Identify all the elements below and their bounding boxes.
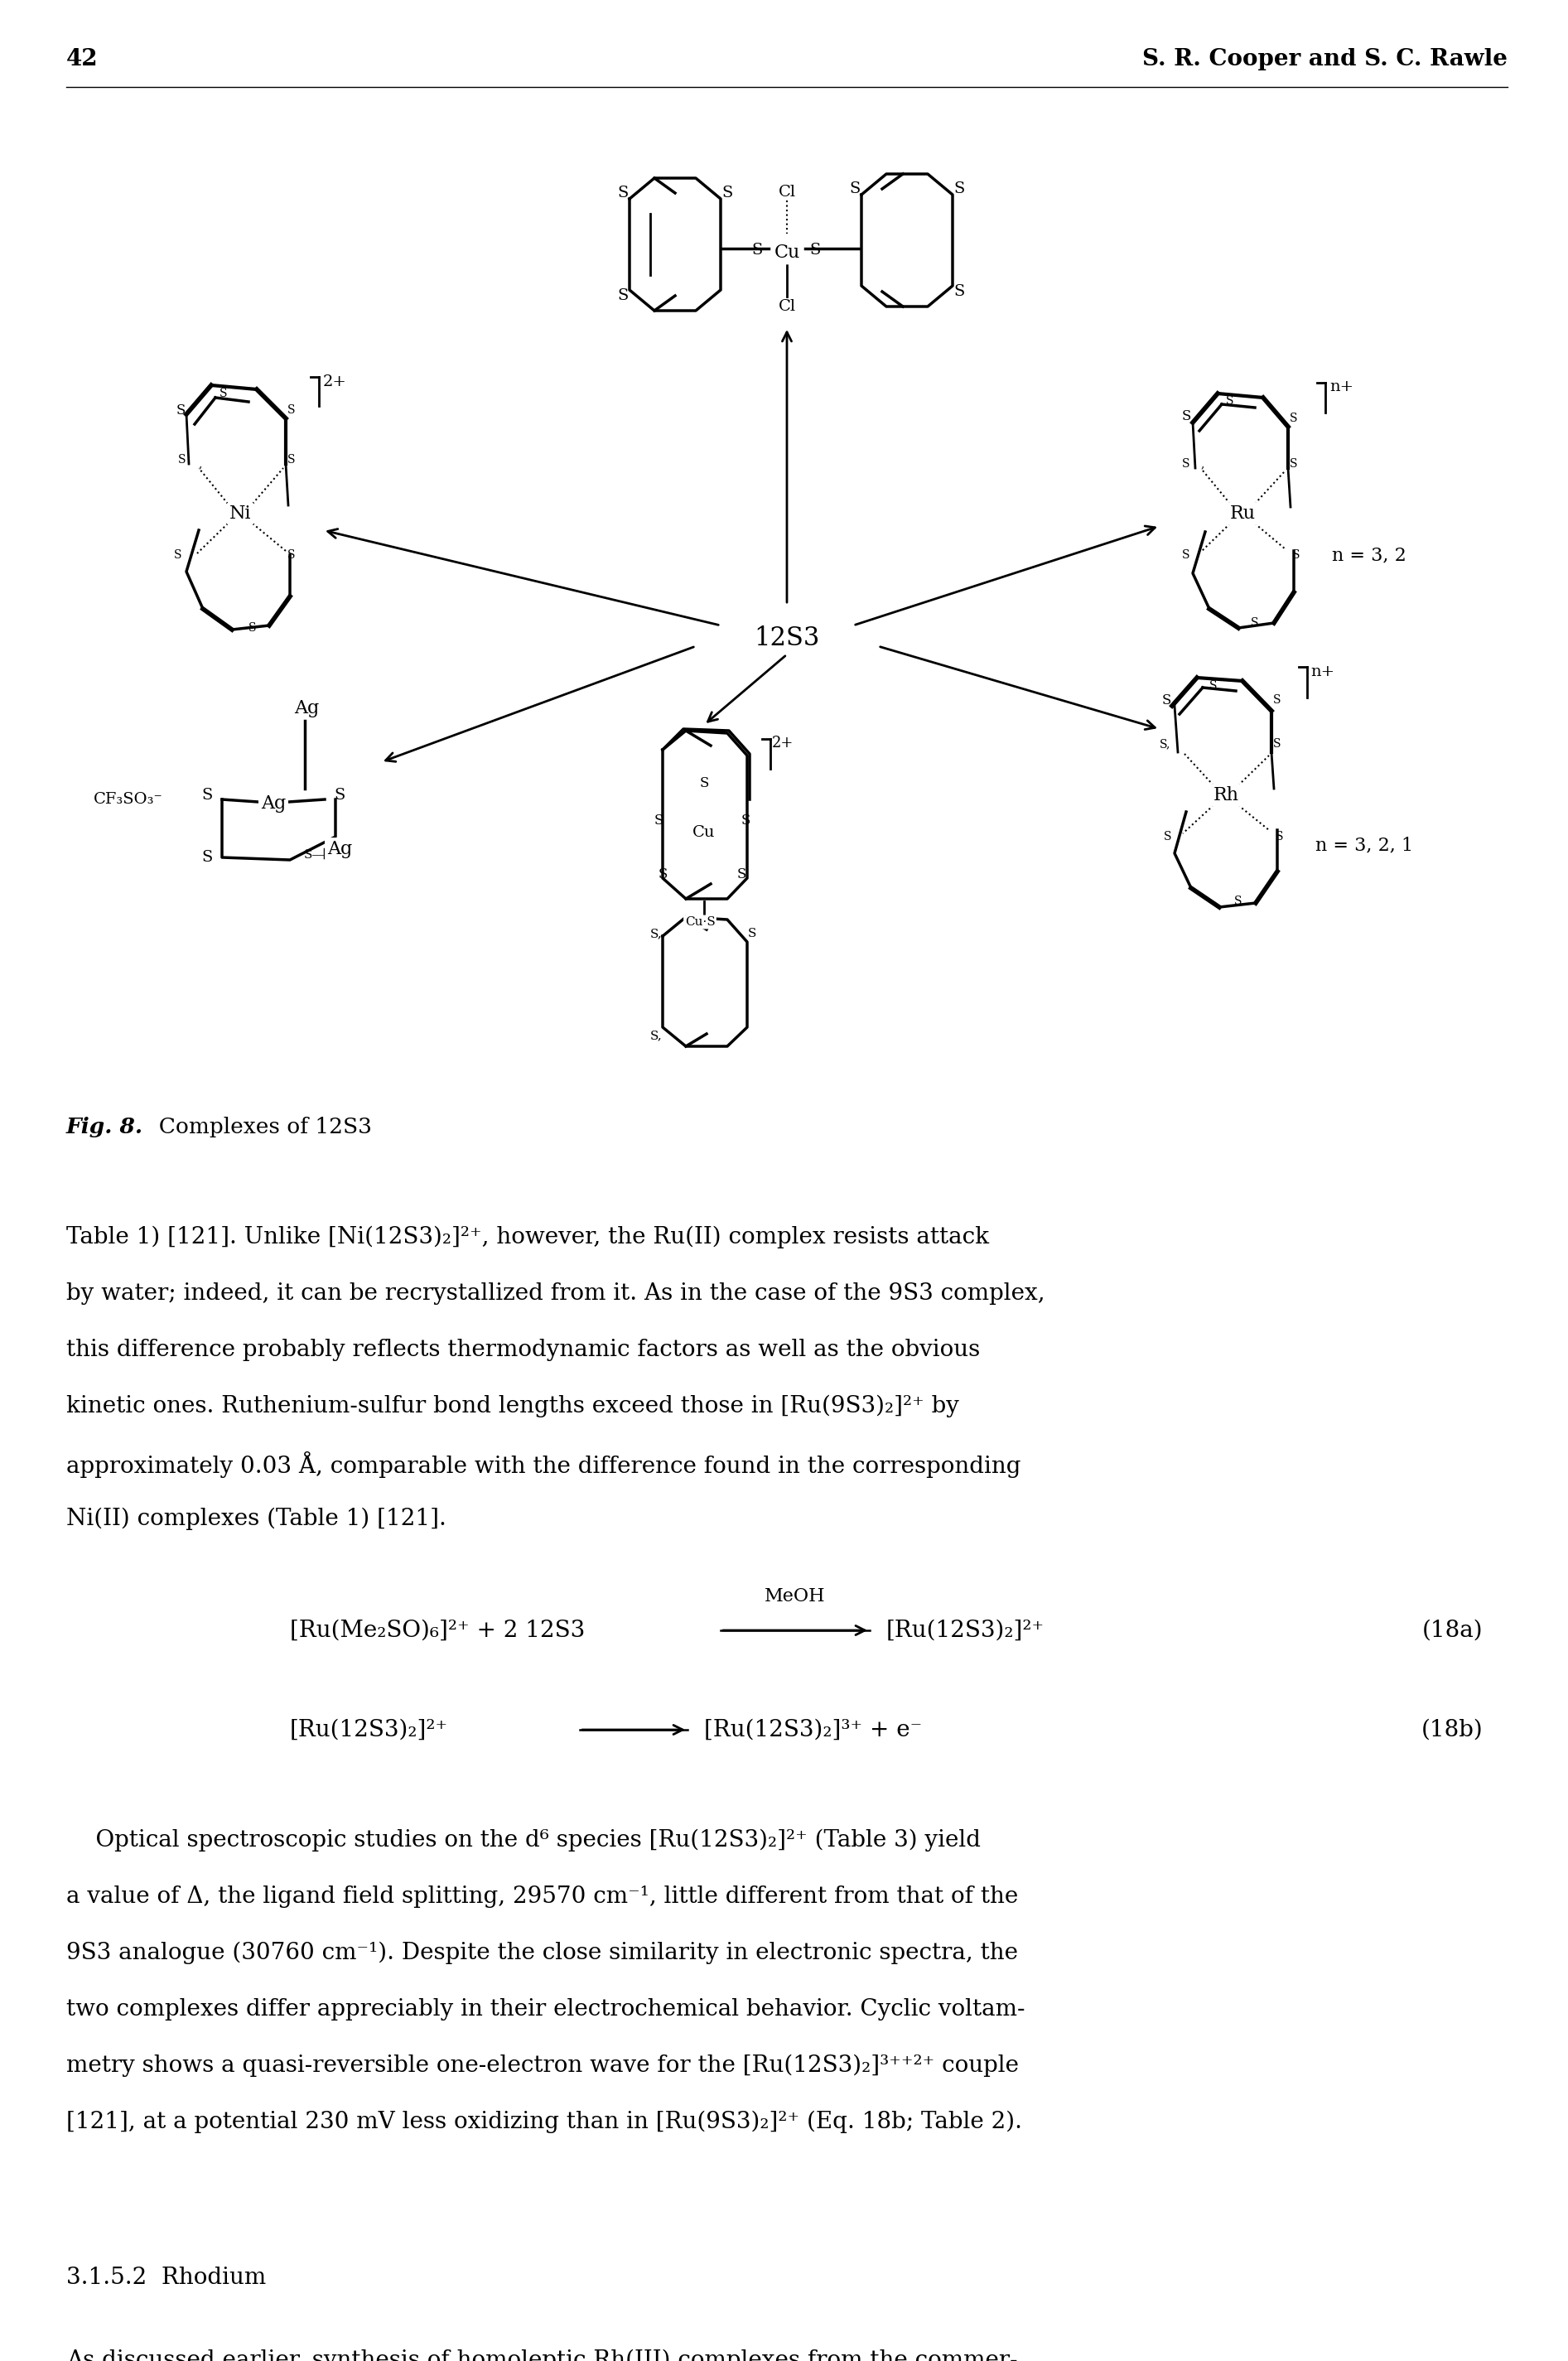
Text: Ag: Ag xyxy=(260,793,285,812)
Text: S: S xyxy=(953,182,964,196)
Text: S,: S, xyxy=(649,1029,662,1041)
Text: S: S xyxy=(740,812,750,826)
Text: S: S xyxy=(1182,550,1190,562)
Text: S: S xyxy=(751,243,762,257)
Text: S. R. Cooper and S. C. Rawle: S. R. Cooper and S. C. Rawle xyxy=(1142,47,1507,71)
Text: As discussed earlier, synthesis of homoleptic Rh(III) complexes from the commer-: As discussed earlier, synthesis of homol… xyxy=(66,2349,1018,2361)
Text: Cu: Cu xyxy=(693,824,715,841)
Text: S: S xyxy=(249,623,257,633)
Text: n+: n+ xyxy=(1330,380,1353,394)
Text: S: S xyxy=(202,850,213,864)
Text: n = 3, 2: n = 3, 2 xyxy=(1331,545,1406,564)
Text: ,: , xyxy=(1201,458,1204,470)
Text: S: S xyxy=(737,866,746,881)
Text: S: S xyxy=(287,453,295,465)
Text: CF₃SO₃⁻: CF₃SO₃⁻ xyxy=(94,791,163,807)
Text: S: S xyxy=(1290,458,1298,470)
Text: ,: , xyxy=(199,458,202,470)
Text: Cu·S: Cu·S xyxy=(685,916,715,928)
Text: this difference probably reflects thermodynamic factors as well as the obvious: this difference probably reflects thermo… xyxy=(66,1339,980,1360)
Text: S: S xyxy=(1209,680,1217,692)
Text: a value of Δ, the ligand field splitting, 29570 cm⁻¹, little different from that: a value of Δ, the ligand field splitting… xyxy=(66,1886,1018,1908)
Text: n+: n+ xyxy=(1311,663,1334,680)
Text: approximately 0.03 Å, comparable with the difference found in the corresponding: approximately 0.03 Å, comparable with th… xyxy=(66,1452,1021,1478)
Text: S: S xyxy=(654,812,663,826)
Text: S—: S— xyxy=(304,850,325,862)
Text: S: S xyxy=(659,866,668,881)
Text: Ag: Ag xyxy=(293,699,318,718)
Text: two complexes differ appreciably in their electrochemical behavior. Cyclic volta: two complexes differ appreciably in thei… xyxy=(66,1997,1025,2021)
Text: S: S xyxy=(287,550,295,562)
Text: S: S xyxy=(1162,694,1171,706)
Text: S: S xyxy=(220,387,227,399)
Text: 2+: 2+ xyxy=(323,375,347,390)
Text: 12S3: 12S3 xyxy=(754,626,820,652)
Text: [Ru(12S3)₂]²⁺: [Ru(12S3)₂]²⁺ xyxy=(886,1620,1044,1641)
Text: S: S xyxy=(1290,413,1298,425)
Text: by water; indeed, it can be recrystallized from it. As in the case of the 9S3 co: by water; indeed, it can be recrystalliz… xyxy=(66,1282,1044,1306)
Text: Table 1) [121]. Unlike [Ni(12S3)₂]²⁺, however, the Ru(II) complex resists attack: Table 1) [121]. Unlike [Ni(12S3)₂]²⁺, ho… xyxy=(66,1225,989,1249)
Text: S: S xyxy=(850,182,861,196)
Text: S: S xyxy=(334,789,345,803)
Text: Fig. 8.: Fig. 8. xyxy=(66,1117,143,1138)
Text: S: S xyxy=(1226,394,1234,406)
Text: [Ru(12S3)₂]³⁺ + e⁻: [Ru(12S3)₂]³⁺ + e⁻ xyxy=(704,1719,922,1740)
Text: Ni(II) complexes (Table 1) [121].: Ni(II) complexes (Table 1) [121]. xyxy=(66,1509,447,1530)
Text: S: S xyxy=(809,243,820,257)
Text: n = 3, 2, 1: n = 3, 2, 1 xyxy=(1316,836,1413,855)
Text: S: S xyxy=(1276,831,1284,843)
Text: S: S xyxy=(699,777,709,791)
Text: Cu: Cu xyxy=(775,243,800,262)
Text: S: S xyxy=(202,789,213,803)
Text: 2+: 2+ xyxy=(771,737,793,751)
Text: S: S xyxy=(1273,694,1281,706)
Text: (18b): (18b) xyxy=(1421,1719,1483,1740)
Text: Optical spectroscopic studies on the d⁶ species [Ru(12S3)₂]²⁺ (Table 3) yield: Optical spectroscopic studies on the d⁶ … xyxy=(66,1830,980,1851)
Text: Ni: Ni xyxy=(229,505,251,522)
Text: [121], at a potential 230 mV less oxidizing than in [Ru(9S3)₂]²⁺ (Eq. 18b; Table: [121], at a potential 230 mV less oxidiz… xyxy=(66,2111,1022,2134)
Text: [Ru(12S3)₂]²⁺: [Ru(12S3)₂]²⁺ xyxy=(290,1719,448,1740)
Text: Cl: Cl xyxy=(778,300,795,314)
Text: S: S xyxy=(179,453,187,465)
Text: S: S xyxy=(1163,831,1171,843)
Text: [Ru(Me₂SO)₆]²⁺ + 2 12S3: [Ru(Me₂SO)₆]²⁺ + 2 12S3 xyxy=(290,1620,585,1641)
Text: metry shows a quasi-reversible one-electron wave for the [Ru(12S3)₂]³⁺⁺²⁺ couple: metry shows a quasi-reversible one-elect… xyxy=(66,2054,1019,2078)
Text: S: S xyxy=(1251,616,1259,628)
Text: 42: 42 xyxy=(66,47,99,71)
Text: S,: S, xyxy=(649,928,662,940)
Text: Ag: Ag xyxy=(328,841,353,859)
Text: 9S3 analogue (30760 cm⁻¹). Despite the close similarity in electronic spectra, t: 9S3 analogue (30760 cm⁻¹). Despite the c… xyxy=(66,1941,1018,1964)
Text: S: S xyxy=(287,404,295,416)
Text: (18a): (18a) xyxy=(1422,1620,1483,1641)
Text: S: S xyxy=(1273,739,1281,751)
Text: S: S xyxy=(1182,458,1190,470)
Text: Rh: Rh xyxy=(1214,786,1239,805)
Text: S: S xyxy=(748,928,756,940)
Text: MeOH: MeOH xyxy=(765,1587,826,1605)
Text: kinetic ones. Ruthenium-sulfur bond lengths exceed those in [Ru(9S3)₂]²⁺ by: kinetic ones. Ruthenium-sulfur bond leng… xyxy=(66,1395,960,1417)
Text: S: S xyxy=(618,288,629,302)
Text: S: S xyxy=(174,550,182,562)
Text: S: S xyxy=(176,404,185,418)
Text: Complexes of 12S3: Complexes of 12S3 xyxy=(144,1117,372,1138)
Text: S: S xyxy=(1292,550,1300,562)
Text: S: S xyxy=(618,187,629,201)
Text: Ru: Ru xyxy=(1229,505,1256,522)
Text: S: S xyxy=(721,187,732,201)
Text: S,: S, xyxy=(1160,739,1171,751)
Text: S: S xyxy=(953,283,964,300)
Text: S: S xyxy=(1234,895,1242,907)
Text: S: S xyxy=(1181,408,1190,423)
Text: 3.1.5.2  Rhodium: 3.1.5.2 Rhodium xyxy=(66,2267,267,2288)
Text: Cl: Cl xyxy=(778,184,795,201)
